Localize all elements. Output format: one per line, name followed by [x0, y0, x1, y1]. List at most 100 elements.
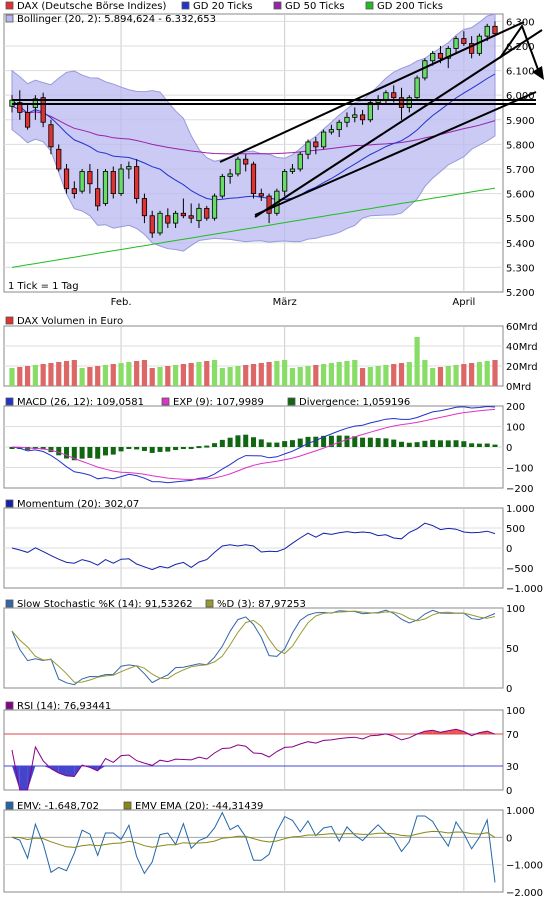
emv-ema-line: [11, 830, 496, 848]
candle: [461, 38, 467, 44]
macd-line: [11, 405, 496, 484]
divergence-bar: [383, 438, 389, 447]
volume-bar: [414, 337, 420, 386]
volume-bar: [391, 364, 397, 386]
candle: [235, 158, 241, 175]
volume-bar: [32, 365, 38, 386]
volume-bar: [227, 367, 233, 386]
trend-line: [254, 29, 543, 218]
y-tick-label: 5.800: [506, 140, 535, 151]
tick-note: 1 Tick = 1 Tag: [8, 281, 79, 292]
divergence-bar: [134, 447, 140, 450]
candle: [266, 195, 272, 214]
x-tick-label: April: [452, 297, 475, 308]
divergence-bar: [461, 441, 467, 447]
candle: [126, 166, 132, 170]
x-tick-label: März: [273, 297, 297, 308]
candle: [211, 195, 218, 219]
y-tick-label: −1.000: [506, 861, 543, 872]
volume-bar: [321, 364, 327, 386]
legend-emv_ema: EMV EMA (20): -44,31439: [135, 801, 263, 812]
legend-divergence: Divergence: 1,059196: [299, 397, 410, 408]
y-tick-label: 5.200: [506, 288, 535, 299]
volume-bar: [383, 365, 389, 386]
volume-bar: [305, 366, 311, 386]
divergence-bar: [414, 442, 420, 447]
divergence-bar: [305, 436, 311, 447]
divergence-bar: [204, 445, 210, 448]
volume-bar: [453, 365, 459, 386]
divergence-bar: [367, 437, 373, 447]
candle: [258, 193, 264, 197]
divergence-bar: [212, 443, 218, 447]
candle: [141, 198, 148, 217]
rsi-oversold-fill: [27, 766, 36, 790]
legend-swatch-dax: [5, 1, 14, 10]
volume-bar: [282, 360, 288, 386]
legend-swatch-momentum: [5, 499, 14, 508]
candle: [289, 168, 296, 172]
candle: [367, 102, 373, 121]
volume-bar: [258, 363, 264, 386]
volume-bar: [149, 368, 155, 386]
divergence-bar: [258, 439, 264, 447]
divergence-bar: [274, 442, 280, 447]
divergence-bar: [484, 443, 490, 447]
trend-line: [254, 91, 537, 216]
divergence-bar: [71, 447, 77, 461]
volume-bar: [110, 364, 116, 386]
panel-frame-6: [3, 809, 504, 893]
volume-bar: [328, 363, 335, 386]
volume-bar: [56, 362, 62, 386]
legend-stoch_k: Slow Stochastic %K (14): 91,53262: [17, 599, 193, 610]
volume-bar: [118, 363, 124, 386]
divergence-bar: [289, 440, 295, 447]
candle: [250, 163, 257, 194]
divergence-bar: [9, 447, 15, 449]
candle: [219, 175, 225, 197]
candle: [165, 215, 171, 224]
volume-bar: [172, 365, 179, 386]
volume-bar: [102, 365, 109, 386]
divergence-bar: [336, 435, 342, 447]
divergence-bar: [173, 447, 179, 451]
volume-bar: [17, 367, 23, 386]
volume-bar: [204, 361, 210, 386]
divergence-bar: [157, 447, 163, 452]
candle: [227, 173, 233, 177]
candle: [48, 124, 54, 148]
arrow-head: [532, 66, 544, 80]
volume-bar: [352, 360, 358, 386]
candle: [406, 97, 412, 108]
y-tick-label: 50: [506, 644, 519, 655]
volume-bar: [492, 360, 498, 386]
y-tick-label: 5.700: [506, 165, 535, 176]
candle: [297, 153, 303, 170]
y-tick-label: 5.500: [506, 214, 535, 225]
divergence-bar: [476, 443, 482, 447]
volume-bar: [71, 360, 77, 386]
legend-gd50: GD 50 Ticks: [285, 1, 345, 12]
candle: [188, 215, 194, 219]
volume-bar: [266, 362, 272, 386]
divergence-bar: [391, 439, 397, 447]
momentum-line: [11, 522, 496, 571]
y-tick-label: 30: [506, 762, 519, 773]
volume-bar: [289, 368, 296, 386]
legend-swatch-gd20: [181, 1, 190, 10]
rsi-oversold-fill: [19, 766, 28, 790]
y-tick-label: 100: [506, 423, 525, 434]
candle: [110, 171, 116, 194]
divergence-bar: [196, 446, 202, 449]
volume-bar: [95, 366, 101, 386]
divergence-bar: [375, 438, 381, 447]
y-tick-label: 1.000: [506, 806, 535, 817]
divergence-bar: [297, 438, 303, 447]
bollinger-band: [11, 13, 496, 252]
candle: [359, 114, 366, 121]
volume-bar: [79, 368, 85, 386]
legend-rsi: RSI (14): 76,93441: [17, 701, 111, 712]
volume-bar: [63, 361, 70, 386]
gd50-line: [11, 105, 496, 155]
legend-exp: EXP (9): 107,9989: [173, 397, 264, 408]
